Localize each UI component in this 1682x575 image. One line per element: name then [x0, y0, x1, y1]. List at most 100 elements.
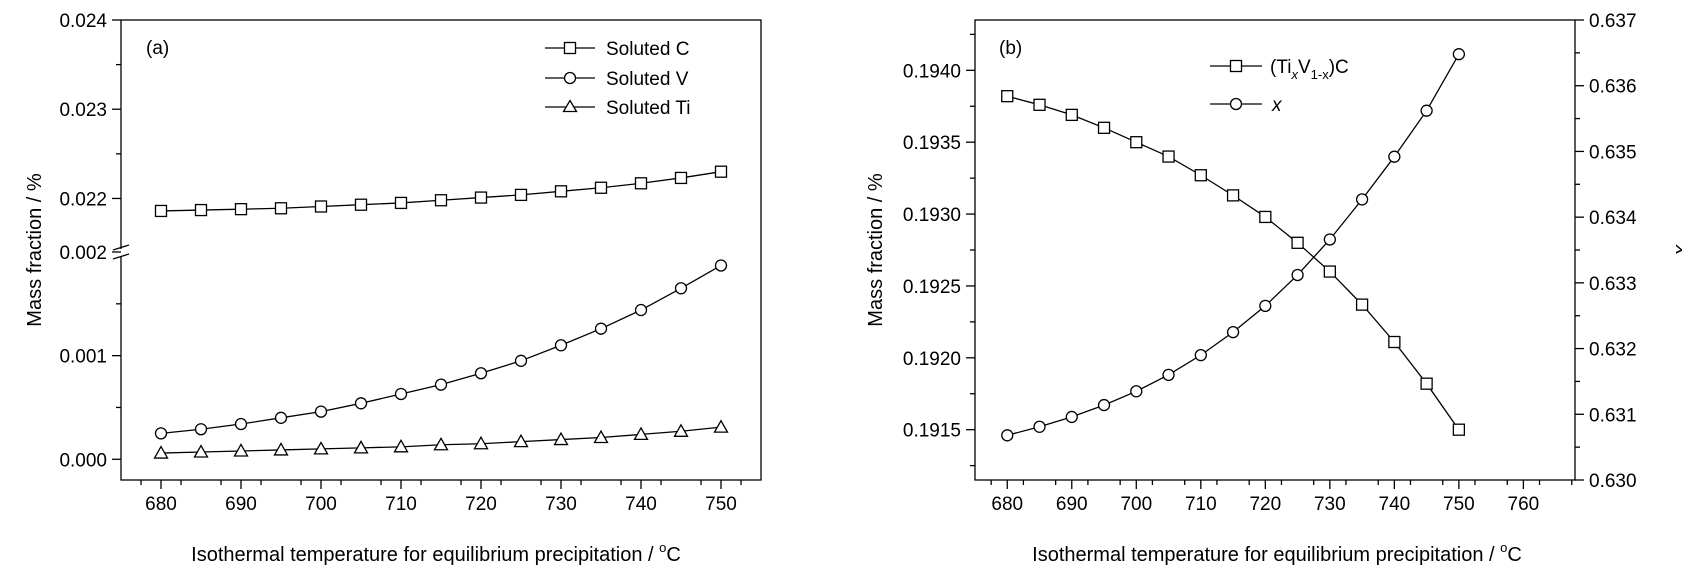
panel-b-point-s0-11: [1355, 298, 1369, 311]
panel-b-point-s1-6: [1194, 348, 1207, 362]
panel-b-xlabel: Isothermal temperature for equilibrium p…: [1032, 540, 1522, 566]
panel-a-point-s2-0: [153, 445, 169, 459]
panel-a-point-s0-11: [594, 181, 608, 194]
panel-b-point-s0-3: [1097, 121, 1111, 134]
panel-a-y-tick-label-upper-2: 0.024: [59, 11, 107, 32]
panel-b-point-s0-2: [1065, 108, 1078, 122]
panel-a-xlabel-unit: C: [666, 544, 680, 566]
panel-b-y-tick-label-left-0: 0.1915: [903, 421, 961, 442]
panel-b-point-s0-1: [1033, 98, 1046, 111]
legend-b-label-tivc-part3: )C: [1329, 57, 1349, 78]
panel-a-x-tick-label-4: 720: [465, 494, 497, 515]
panel-a-point-s1-4: [314, 405, 328, 418]
panel-b-point-s1-11: [1355, 193, 1369, 206]
panel-b-x-tick-label-7: 750: [1443, 494, 1475, 515]
panel-a-y-tick-label-upper-1: 0.023: [59, 100, 107, 121]
panel-b-x-tick-label-1: 690: [1056, 494, 1088, 515]
legend-a-label-soluted-c: Soluted C: [606, 39, 689, 60]
legend-b-label-tivc-sub-x: x: [1290, 67, 1298, 82]
panel-b-point-s0-14: [1452, 423, 1466, 436]
panel-a-point-s0-5: [354, 198, 368, 211]
panel-a-xlabel: Isothermal temperature for equilibrium p…: [191, 540, 681, 566]
legend-b-label-tivc-part2: V: [1298, 57, 1311, 78]
panel-a-point-s2-4: [313, 441, 329, 455]
legend-b-marker-x: [1229, 97, 1243, 111]
panel-a-y-tick-label-upper-0: 0.022: [59, 189, 107, 210]
panel-a-point-s2-3: [273, 442, 289, 456]
panel-a-point-s2-2: [233, 443, 249, 457]
panel-a-point-s0-14: [714, 165, 728, 178]
panel-a-x-tick-label-5: 730: [545, 494, 577, 515]
panel-a-point-s1-10: [554, 339, 568, 352]
panel-b-point-s1-13: [1420, 104, 1433, 117]
panel-b-y-tick-label-right-7: 0.637: [1589, 11, 1637, 32]
panel-a-point-s1-9: [514, 354, 528, 367]
legend-b-label-tivc-part1: (Ti: [1270, 57, 1291, 78]
panel-b-y-tick-label-right-6: 0.636: [1589, 77, 1637, 98]
panel-b-y-tick-label-left-4: 0.1935: [903, 133, 961, 154]
legend-a-marker-soluted-ti: [562, 99, 578, 113]
panel-b-ylabel-left: Mass fraction / %: [865, 173, 887, 327]
panel-a-point-s0-8: [474, 191, 488, 204]
panel-b-point-s0-6: [1194, 169, 1207, 182]
panel-b-series-line-0: [1007, 95, 1460, 431]
panel-b-point-s1-0: [1001, 429, 1014, 442]
legend-a-label-soluted-v: Soluted V: [606, 69, 689, 90]
panel-b: (b) (TixV1-x)C x Mass fraction / % x Iso…: [865, 19, 1682, 566]
panel-b-point-s0-8: [1259, 210, 1272, 224]
panel-a-x-tick-label-0: 680: [145, 494, 177, 515]
panel-a-point-s0-0: [154, 204, 168, 218]
legend-a-marker-soluted-v: [563, 71, 577, 85]
panel-a-point-s0-4: [314, 200, 328, 213]
panel-b-point-s0-5: [1162, 150, 1175, 163]
panel-a-point-s2-5: [353, 440, 369, 454]
panel-a-point-s1-7: [434, 378, 448, 391]
panel-b-point-s0-0: [1001, 90, 1014, 103]
panel-a-point-s0-12: [634, 177, 648, 190]
panel-a-point-s2-1: [193, 444, 209, 458]
panel-b-y-tick-label-right-2: 0.632: [1589, 340, 1637, 361]
panel-b-point-s1-12: [1388, 150, 1401, 163]
panel-b-y-tick-label-left-5: 0.1940: [903, 61, 961, 82]
panel-a-ylabel: Mass fraction / %: [24, 173, 46, 327]
panel-a-point-s1-5: [354, 397, 368, 410]
panel-b-point-s0-9: [1291, 236, 1304, 249]
panel-a-point-s0-7: [434, 194, 448, 207]
legend-b-label-tivc-sub-1x: 1-x: [1311, 67, 1330, 82]
panel-a-point-s1-1: [194, 423, 208, 436]
panel-a-point-s0-10: [554, 185, 568, 198]
chart-marks: 680 690 700 710 720 730 740 750 0.022 0.023 0.024 0…: [59, 11, 1637, 515]
legend-b-label-tivc: (TixV1-x)C: [1270, 57, 1349, 82]
panel-a-point-s2-10: [553, 431, 569, 446]
panel-b-x-tick-label-2: 700: [1120, 494, 1152, 515]
panel-b-x-tick-label-4: 720: [1249, 494, 1281, 515]
legend-b-label-x: x: [1271, 95, 1283, 116]
panel-a-point-s1-6: [394, 387, 408, 401]
panel-a-point-s2-14: [713, 419, 729, 433]
panel-a-point-s2-7: [433, 436, 449, 451]
panel-a-xlabel-text: Isothermal temperature for equilibrium p…: [191, 544, 659, 566]
panel-b-point-s1-5: [1162, 368, 1175, 382]
legend-b-marker-tivc: [1229, 59, 1243, 73]
panel-b-point-s0-7: [1226, 189, 1240, 202]
panel-a-point-s0-1: [194, 203, 208, 217]
panel-a-axis-break-mark-upper: [112, 244, 130, 251]
panel-a-point-s2-6: [393, 439, 409, 453]
panel-a-point-s0-13: [674, 171, 688, 185]
panel-b-point-s1-4: [1130, 385, 1143, 398]
panel-b-point-s1-2: [1065, 410, 1078, 424]
panel-b-point-s0-4: [1130, 136, 1143, 149]
panel-a-point-s1-3: [274, 411, 288, 424]
panel-a-point-s0-3: [274, 202, 288, 215]
panel-a-point-s1-0: [154, 427, 168, 440]
panel-b-y-tick-label-right-4: 0.634: [1589, 208, 1637, 229]
panel-a-point-s2-9: [513, 433, 529, 448]
panel-b-y-tick-label-left-2: 0.1925: [903, 277, 961, 298]
panel-b-x-tick-label-5: 730: [1314, 494, 1346, 515]
panel-b-x-tick-label-6: 740: [1379, 494, 1411, 515]
panel-a-point-s0-9: [514, 188, 528, 202]
panel-b-legend: (TixV1-x)C x: [1210, 57, 1349, 116]
panel-b-label: (b): [999, 38, 1022, 59]
